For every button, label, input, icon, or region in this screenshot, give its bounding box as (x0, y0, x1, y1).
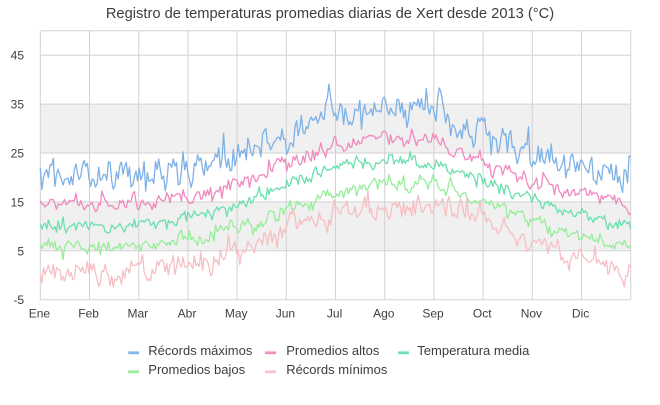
svg-text:Abr: Abr (178, 307, 197, 321)
svg-text:Ene: Ene (29, 307, 51, 321)
svg-text:Oct: Oct (473, 307, 492, 321)
svg-text:-5: -5 (13, 293, 24, 307)
svg-text:Récords máximos: Récords máximos (148, 343, 253, 358)
svg-text:Nov: Nov (521, 307, 542, 321)
svg-text:35: 35 (11, 98, 25, 112)
svg-text:May: May (225, 307, 248, 321)
svg-text:Promedios altos: Promedios altos (286, 343, 380, 358)
svg-text:25: 25 (11, 147, 25, 161)
svg-text:Feb: Feb (78, 307, 99, 321)
svg-text:Registro de temperaturas prome: Registro de temperaturas promedias diari… (106, 6, 554, 22)
svg-text:15: 15 (11, 195, 25, 209)
svg-text:Dic: Dic (572, 307, 589, 321)
svg-text:Temperatura media: Temperatura media (417, 343, 530, 358)
svg-text:Jul: Jul (327, 307, 342, 321)
svg-text:Promedios bajos: Promedios bajos (148, 362, 245, 377)
svg-text:Récords mínimos: Récords mínimos (286, 362, 388, 377)
svg-text:Jun: Jun (276, 307, 295, 321)
svg-text:5: 5 (17, 244, 24, 258)
svg-text:45: 45 (11, 49, 25, 63)
svg-text:Mar: Mar (127, 307, 148, 321)
svg-text:Sep: Sep (422, 307, 444, 321)
svg-text:Ago: Ago (373, 307, 395, 321)
